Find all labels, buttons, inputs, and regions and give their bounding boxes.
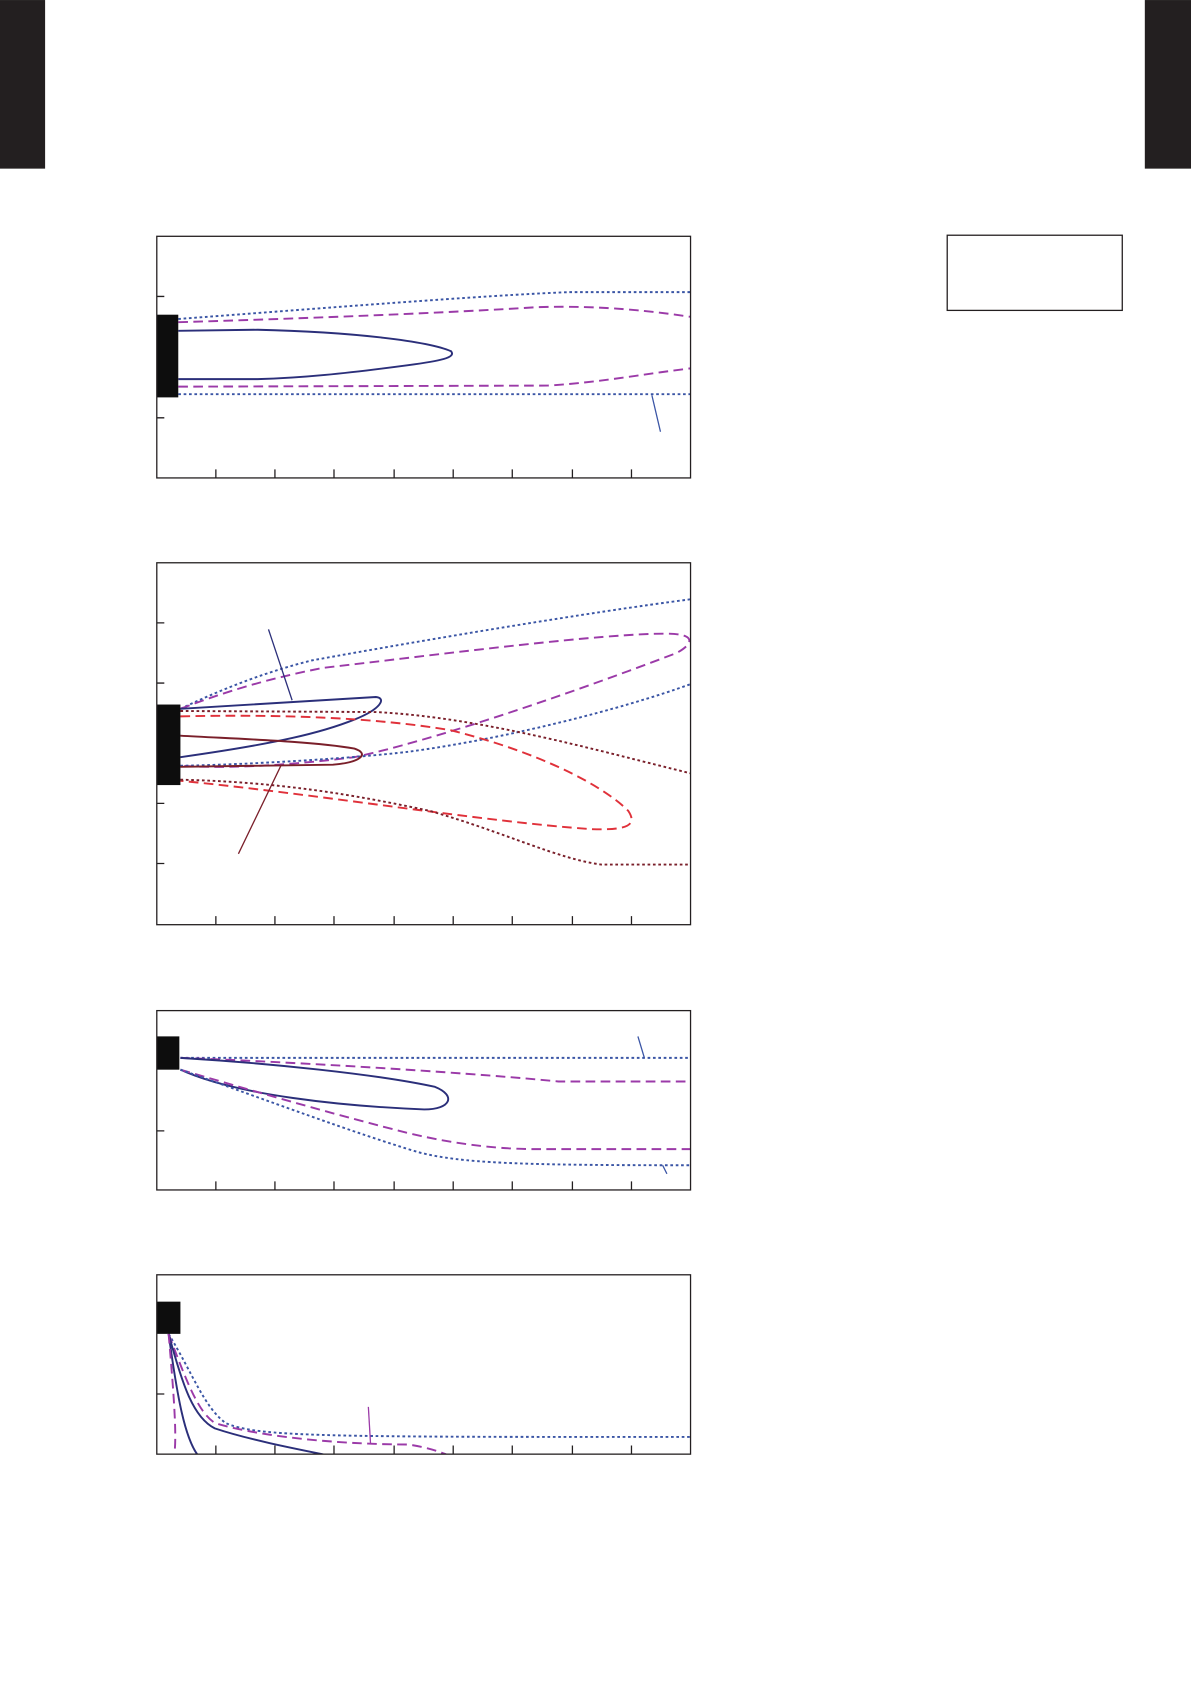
curve [180,714,633,831]
curve [167,1333,199,1455]
leader-line [267,629,293,701]
diagram-panel [156,1009,692,1191]
curve [180,632,691,768]
curve [180,1068,691,1151]
edge-tab [0,0,46,169]
curve [180,778,691,866]
curve [180,683,691,767]
tick-marks [156,1393,633,1455]
edge-tab [1144,0,1191,169]
outlet-block [156,1301,181,1334]
outlet-block [156,314,179,398]
curve [180,734,363,768]
curve [167,1333,691,1438]
curve [180,1068,691,1167]
panel-frame [156,1009,692,1191]
leader-line [637,1036,645,1059]
leader-line [367,1406,372,1444]
leader-line [651,395,662,432]
curve [178,291,691,320]
curve [167,1333,177,1455]
outlet-block [156,1036,180,1070]
tick-marks [156,622,633,925]
curve [178,328,454,381]
panel-frame [156,235,692,479]
outlet-block [156,704,181,786]
tick-marks [156,295,633,478]
curve [180,1056,450,1111]
panel-frame [156,1274,692,1455]
curve [167,1333,449,1455]
curve [180,1056,691,1083]
leader-line [237,764,282,855]
diagram-panel [156,1274,692,1455]
curve [178,367,691,388]
curve [180,710,691,775]
curve [180,598,691,710]
diagram-panel [156,235,692,479]
tick-marks [156,1130,633,1190]
curve [178,305,691,324]
diagram-panel [156,562,692,926]
leader-line [662,1164,668,1175]
legend-box [946,234,1123,312]
panel-frame [156,562,692,926]
curve [180,696,382,759]
curve [167,1333,328,1455]
